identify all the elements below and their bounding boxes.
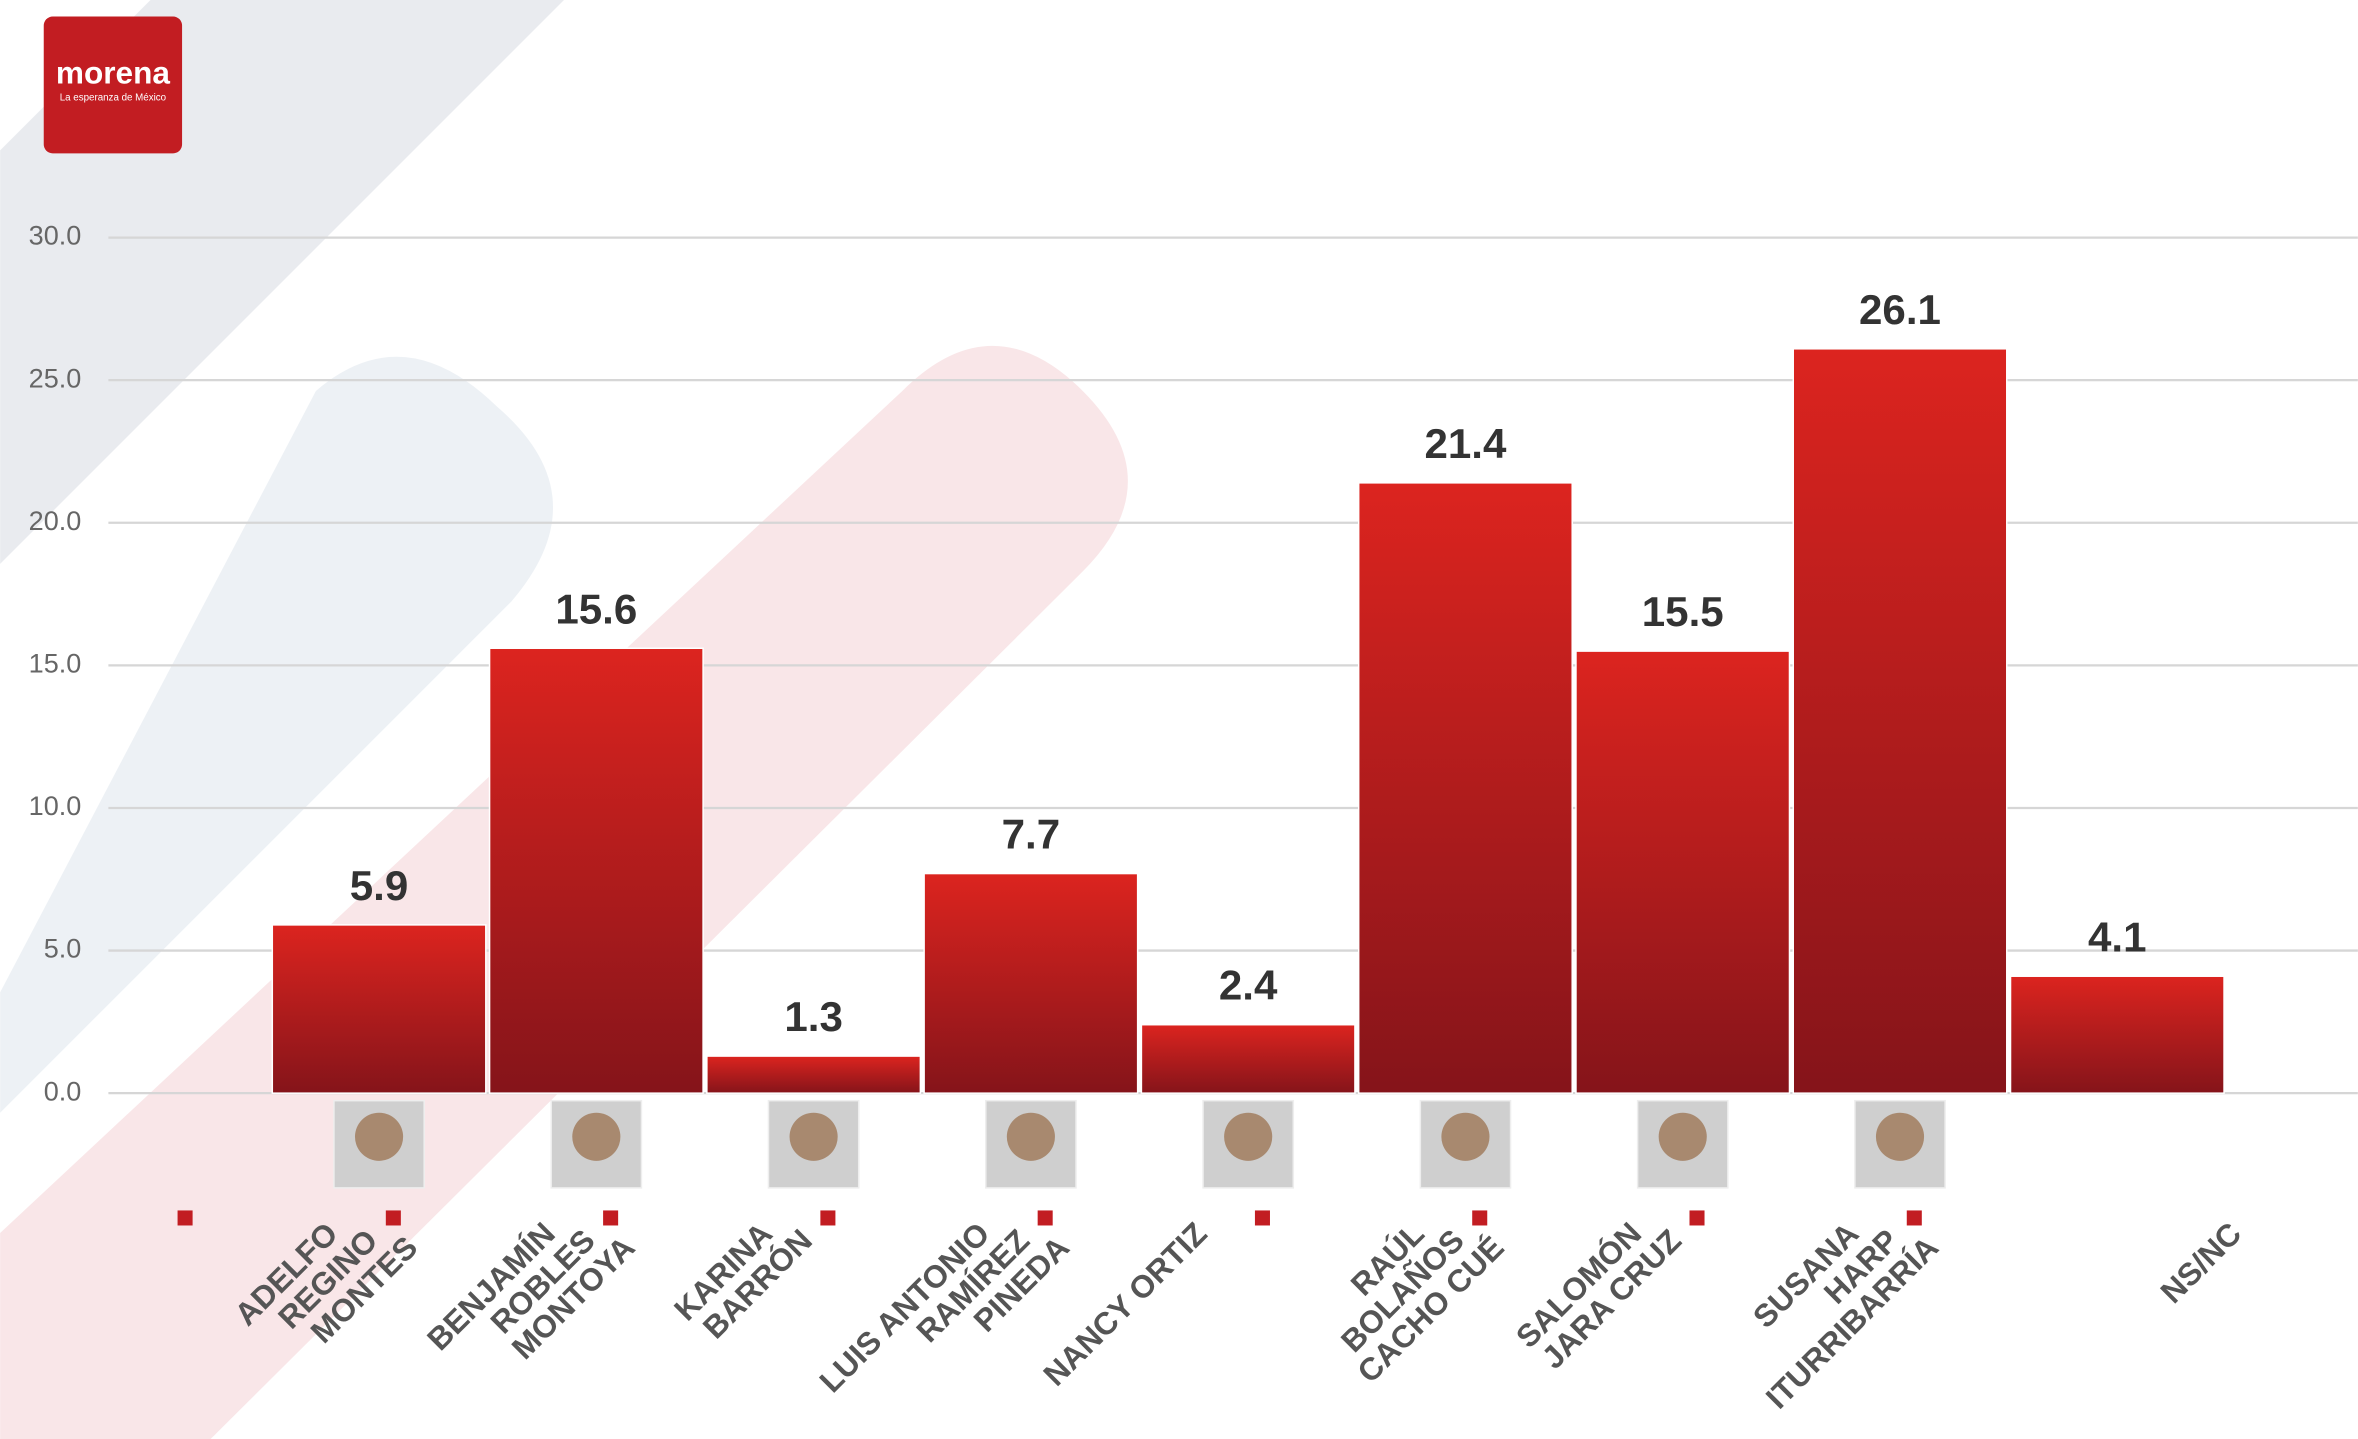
candidate-photo-face	[1875, 1112, 1925, 1161]
bar	[1140, 1023, 1356, 1094]
legend-marker	[1906, 1210, 1922, 1226]
value-label: 1.3	[784, 993, 843, 1040]
legend-marker	[385, 1210, 401, 1226]
bar	[923, 872, 1139, 1094]
legend-marker	[177, 1210, 193, 1226]
y-tick-label: 10.0	[29, 791, 82, 821]
y-tick-label: 20.0	[29, 506, 82, 536]
candidate-photo-face	[354, 1112, 404, 1161]
bar	[706, 1055, 922, 1094]
candidate-photo-face	[1224, 1112, 1273, 1161]
value-label: 21.4	[1424, 420, 1507, 467]
y-tick-label: 15.0	[29, 649, 82, 679]
value-label: 15.6	[555, 585, 637, 632]
legend-marker	[1689, 1210, 1705, 1226]
logo: morena La esperanza de México	[43, 16, 183, 154]
bar	[2009, 975, 2225, 1094]
bar	[488, 647, 704, 1094]
bar	[1575, 650, 1791, 1094]
bar	[1792, 348, 2008, 1094]
x-tick-label: KARINABARRÓN	[667, 1199, 819, 1351]
x-tick-label: SALOMÓNJARA CRUZ	[1509, 1199, 1688, 1378]
logo-tagline: La esperanza de México	[60, 92, 167, 103]
value-label: 26.1	[1859, 286, 1941, 333]
logo-name: morena	[56, 55, 170, 91]
y-tick-label: 25.0	[29, 363, 82, 393]
legend-marker	[1472, 1210, 1488, 1226]
bar	[271, 924, 487, 1094]
logo-box	[43, 16, 183, 154]
value-label: 5.9	[350, 862, 409, 909]
y-tick-label: 30.0	[29, 221, 82, 251]
candidate-photo-face	[1006, 1112, 1055, 1161]
value-label: 2.4	[1219, 962, 1278, 1009]
x-tick-label: LUIS ANTONIORAMÍREZPINEDA	[812, 1182, 1076, 1439]
value-label: 4.1	[2088, 913, 2147, 960]
y-tick-label: 0.0	[44, 1076, 82, 1106]
y-tick-label: 5.0	[44, 934, 82, 964]
value-label: 15.5	[1642, 588, 1724, 635]
bar	[1357, 482, 1573, 1094]
x-tick-label: NS/NC	[2154, 1215, 2249, 1310]
candidate-photo-face	[572, 1112, 621, 1161]
value-label: 7.7	[1002, 811, 1061, 858]
x-tick-label-line: NS/NC	[2154, 1215, 2249, 1310]
candidate-photo-face	[1658, 1112, 1707, 1161]
legend-marker	[603, 1210, 619, 1226]
candidate-photo-face	[789, 1112, 838, 1161]
legend-marker	[820, 1210, 836, 1226]
legend-marker	[1037, 1210, 1053, 1226]
candidate-photo-face	[1441, 1112, 1490, 1161]
legend-marker	[1254, 1210, 1270, 1226]
